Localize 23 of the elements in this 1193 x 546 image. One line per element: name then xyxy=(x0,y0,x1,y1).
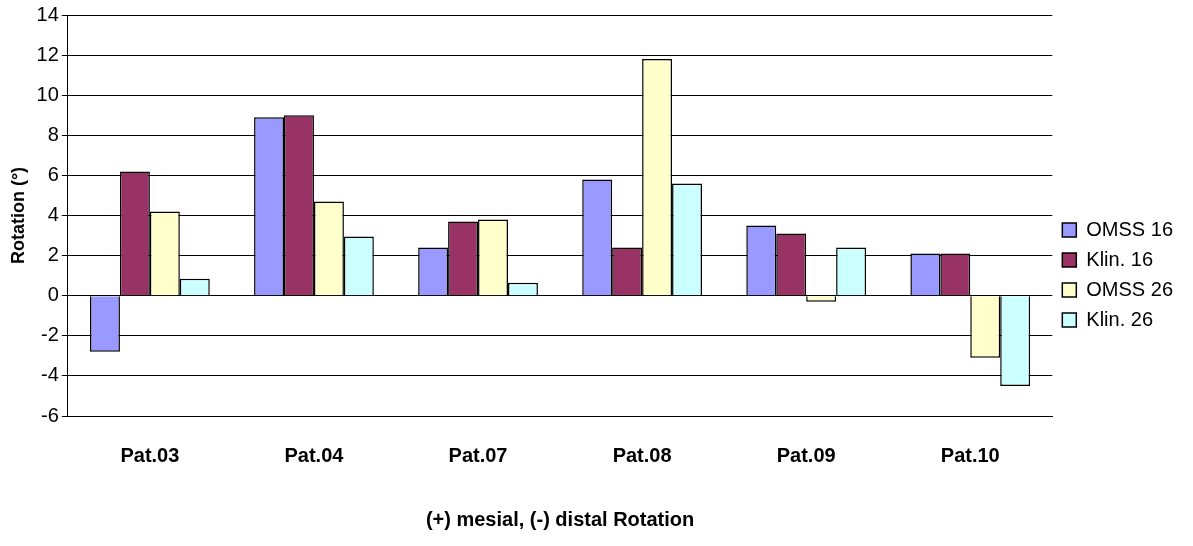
y-tick-label: 6 xyxy=(47,162,59,185)
y-tick-label: 10 xyxy=(36,82,59,105)
x-tick-label: Pat.03 xyxy=(120,443,180,466)
x-tick-label: Pat.10 xyxy=(940,443,1000,466)
legend-label: OMSS 26 xyxy=(1086,277,1173,300)
y-tick-label: -4 xyxy=(41,363,59,386)
legend-label: OMSS 16 xyxy=(1086,217,1173,240)
y-axis-title: Rotation (°) xyxy=(7,166,28,265)
x-tick-label: Pat.07 xyxy=(448,443,508,466)
y-tick-label: 2 xyxy=(47,243,59,266)
y-tick-label: 0 xyxy=(47,283,59,306)
legend-label: Klin. 26 xyxy=(1086,307,1154,330)
legend-label: Klin. 16 xyxy=(1086,247,1154,270)
y-tick-label: 12 xyxy=(36,42,59,65)
y-tick-label: 4 xyxy=(47,203,59,226)
y-tick-label: -2 xyxy=(41,323,59,346)
x-tick-label: Pat.08 xyxy=(612,443,672,466)
x-tick-label: Pat.04 xyxy=(284,443,345,466)
x-tick-label: Pat.09 xyxy=(776,443,836,466)
x-axis-title: (+) mesial, (-) distal Rotation xyxy=(425,507,695,530)
y-tick-label: 14 xyxy=(36,2,59,25)
y-tick-label: -6 xyxy=(41,403,59,426)
y-tick-label: 8 xyxy=(47,122,59,145)
